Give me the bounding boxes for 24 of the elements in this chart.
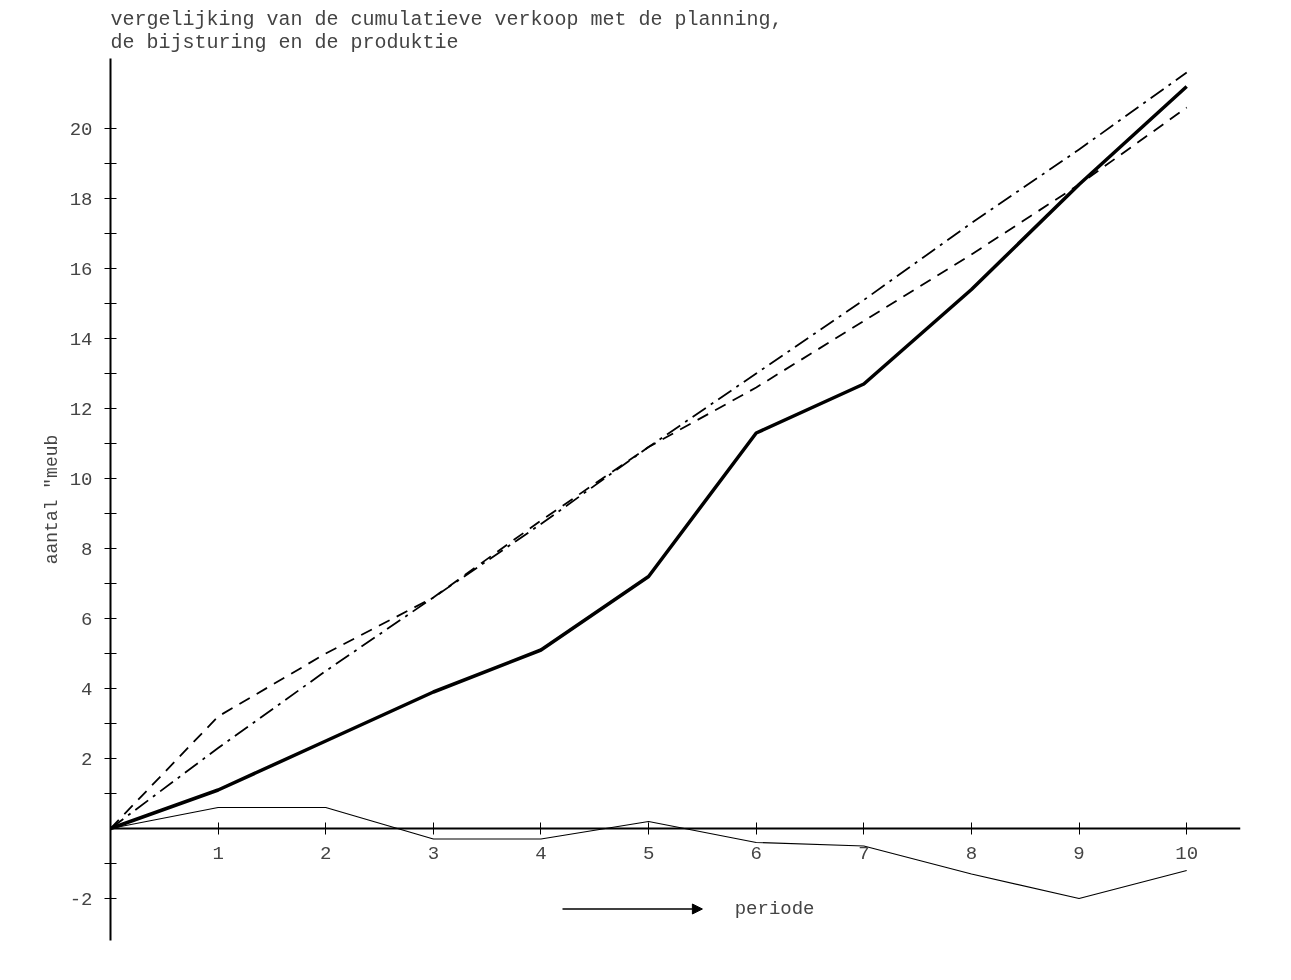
y-axis-title: aantal "meub <box>41 434 62 565</box>
x-tick-label: 7 <box>858 842 870 865</box>
x-tick-label: 8 <box>965 842 978 865</box>
y-tick-label: 8 <box>81 538 93 561</box>
chart-title: vergelijking van de cumulatieve verkoop met de planning, de bijsturing en de produktie <box>110 7 783 54</box>
x-tick-label: 3 <box>427 842 440 865</box>
y-tick-label: 14 <box>69 328 93 351</box>
x-tick-label: 10 <box>1175 842 1199 865</box>
y-tick-label: 16 <box>69 258 93 281</box>
x-tick-label: 5 <box>642 842 655 865</box>
y-tick-label: 4 <box>81 678 93 701</box>
x-axis-title: periode <box>734 898 815 920</box>
x-tick-label: 2 <box>320 842 332 865</box>
x-tick-label: 1 <box>212 842 224 865</box>
y-tick-label: 18 <box>69 188 93 211</box>
y-tick-label: 6 <box>81 608 93 631</box>
x-tick-label: 6 <box>750 842 762 865</box>
y-tick-label: 20 <box>69 118 93 141</box>
x-tick-label: 4 <box>535 842 547 865</box>
y-tick-label: 12 <box>69 398 93 421</box>
y-tick-label: 10 <box>69 468 93 491</box>
x-tick-label: 9 <box>1073 842 1085 865</box>
y-tick-label: 2 <box>81 748 93 771</box>
y-tick-label: -2 <box>69 888 93 911</box>
